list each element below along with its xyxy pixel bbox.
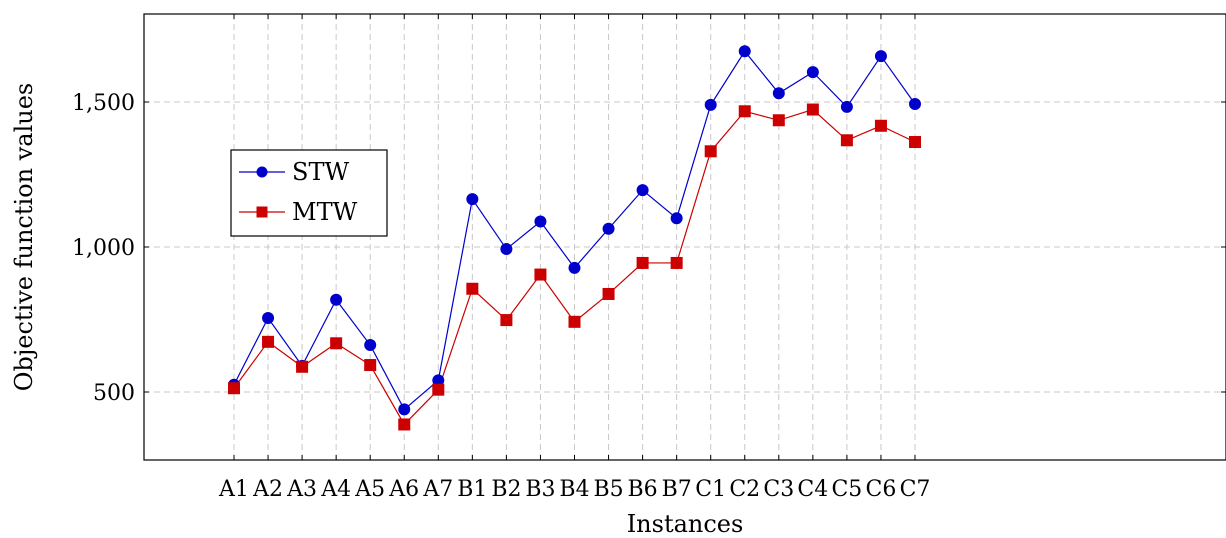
x-tick-label: B5 [593,477,623,502]
x-tick-label: C1 [695,477,726,502]
x-tick-label: C2 [729,477,760,502]
data-point-mtw [636,256,649,269]
x-tick-label: A6 [388,477,419,502]
legend: STW MTW [230,149,388,237]
x-tick-label: B4 [559,477,589,502]
x-tick-label: C6 [866,477,897,502]
data-point-stw [909,98,921,111]
data-point-mtw [228,382,240,395]
legend-marker-mtw [256,206,268,218]
data-point-mtw [738,105,751,118]
data-point-mtw [432,383,445,396]
y-tick-label: 500 [93,381,135,406]
data-point-stw [636,184,649,197]
legend-label-mtw: MTW [292,198,358,226]
data-point-mtw [398,418,411,431]
data-point-mtw [296,360,309,373]
plot-area-frame [143,13,1226,461]
data-point-stw [500,243,513,256]
data-point-mtw [262,335,275,348]
x-tick-label: A7 [422,477,453,502]
data-point-stw [738,45,751,58]
data-point-stw [262,312,275,325]
y-axis-title: Objective function values [10,83,38,391]
data-point-mtw [704,145,717,158]
data-point-stw [670,212,683,225]
legend-box [230,149,388,237]
x-tick-label: A1 [218,477,249,502]
data-point-mtw [602,287,615,300]
data-point-stw [398,403,411,416]
axis-ticks: A1 A2 A3 A4 A5 A6 A7 B1 B2 B3 B4 B5 B6 B7 C1 C2 C3 C4 C5 C6… [72,14,1226,502]
x-tick-label: B7 [662,477,692,502]
x-tick-label: B2 [491,477,521,502]
x-tick-label: A4 [320,477,351,502]
data-point-mtw [534,268,547,281]
data-point-stw [466,193,479,206]
data-point-stw [568,261,581,274]
x-tick-label: C4 [797,477,828,502]
grid-lines [144,14,1226,460]
data-point-mtw [364,359,377,372]
y-tick-label: 1,000 [72,236,135,261]
data-point-mtw [500,314,513,327]
x-tick-label: C7 [900,477,931,502]
data-point-mtw [330,337,343,350]
data-point-stw [806,66,819,79]
data-point-mtw [874,119,887,132]
data-point-mtw [840,134,853,147]
data-point-stw [704,98,717,111]
x-tick-label: B6 [628,477,658,502]
y-tick-label: 1,500 [72,91,135,116]
x-tick-label: A5 [354,477,385,502]
x-tick-label: C3 [763,477,794,502]
data-point-stw [772,87,785,100]
data-point-mtw [466,282,479,295]
data-point-mtw [772,114,785,127]
x-tick-label: A2 [252,477,283,502]
series-layer [228,45,921,431]
x-tick-label: A3 [286,477,317,502]
legend-marker-stw [256,166,268,178]
data-point-stw [330,293,343,306]
data-point-stw [364,339,377,352]
x-axis-title: Instances [627,510,744,538]
data-point-stw [874,50,887,63]
data-point-stw [602,222,615,235]
data-point-mtw [909,136,921,149]
data-point-mtw [670,256,683,269]
x-tick-label: B1 [457,477,487,502]
data-point-mtw [568,315,581,328]
x-tick-label: B3 [525,477,555,502]
legend-label-stw: STW [292,158,349,186]
data-point-stw [840,100,853,113]
x-tick-label: C5 [831,477,862,502]
data-point-mtw [806,103,819,116]
data-point-stw [534,215,547,228]
